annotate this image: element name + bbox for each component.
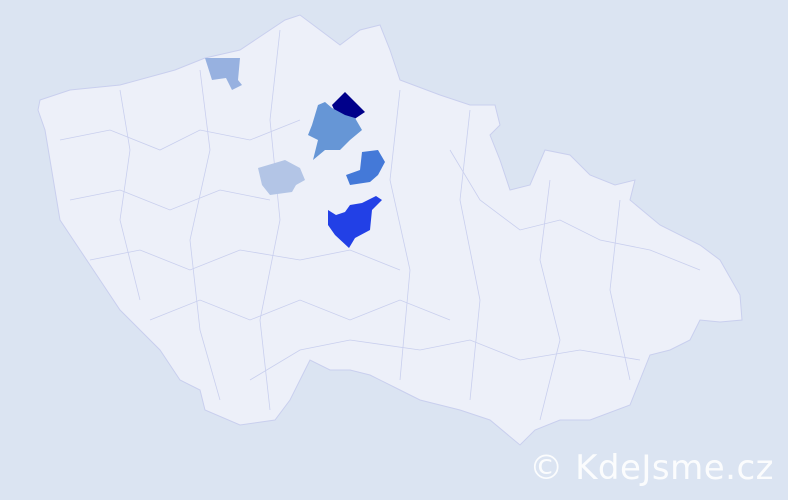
country-outline: [37, 14, 743, 446]
region-central-light[interactable]: [258, 160, 305, 195]
district-border: [89, 249, 401, 271]
district-border: [59, 119, 301, 151]
district-border: [149, 299, 451, 321]
region-central-south[interactable]: [328, 196, 382, 248]
watermark: © KdeJsme.cz: [529, 448, 774, 488]
district-border: [459, 109, 481, 401]
district-border: [609, 199, 631, 381]
district-border: [539, 179, 561, 421]
district-border: [69, 189, 271, 211]
district-border: [449, 149, 701, 271]
region-north-west[interactable]: [205, 58, 242, 90]
district-border: [249, 339, 641, 381]
district-borders: [59, 29, 701, 421]
district-border: [189, 69, 221, 401]
region-north-mid[interactable]: [308, 102, 362, 160]
district-border: [259, 29, 281, 411]
district-border: [119, 89, 141, 301]
region-central-east[interactable]: [346, 150, 385, 185]
district-border: [389, 89, 411, 381]
